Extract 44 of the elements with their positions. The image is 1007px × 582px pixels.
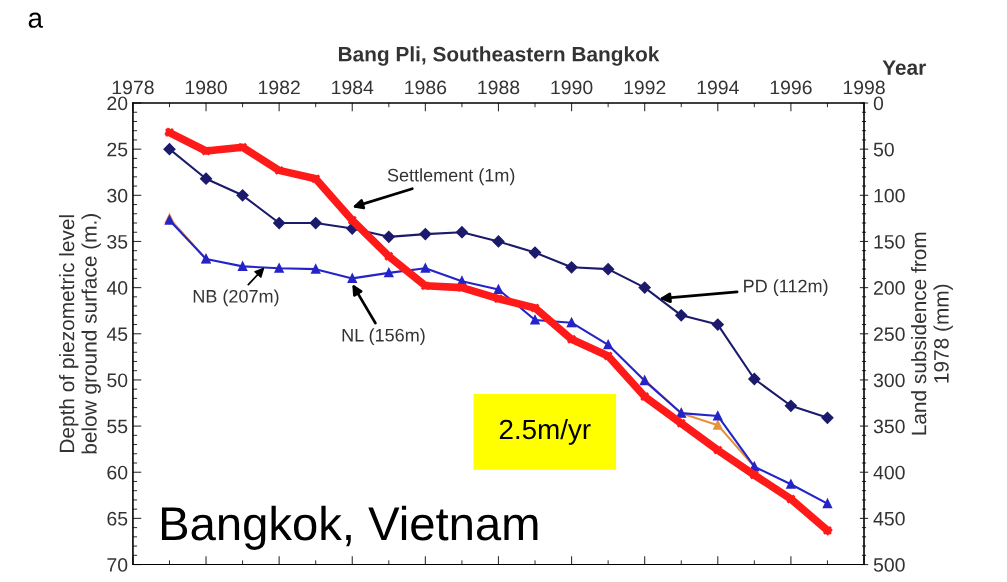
y2-tick-label: 200 (874, 281, 905, 295)
x-tick-label: 1992 (624, 80, 666, 95)
annotation: PD (112m) (744, 279, 828, 296)
y2-tick-label: 100 (874, 188, 905, 203)
y-tick-label: 25 (107, 142, 128, 157)
y2-tick-label: 350 (873, 419, 905, 434)
x-tick-label: 1994 (697, 80, 739, 95)
x-tick-label: 1998 (843, 80, 885, 95)
y-tick-label: 70 (107, 558, 128, 572)
chart-title: Bang Pli, Southeastern Bangkok (338, 46, 660, 66)
y2-tick-label: 400 (873, 465, 905, 480)
text: a (28, 12, 43, 28)
x-tick-label: 1988 (478, 80, 520, 95)
x-tick-label: 1980 (185, 80, 227, 95)
y2-tick-label: 250 (874, 327, 905, 342)
y-tick-label: 60 (107, 465, 128, 480)
x-tick-label: 1984 (332, 80, 374, 95)
y-tick-label: 35 (107, 234, 128, 249)
y2-tick-label: 150 (874, 234, 905, 249)
y2-tick-label: 50 (873, 142, 894, 157)
y2-tick-label: 450 (873, 511, 905, 526)
y-tick-label: 45 (106, 327, 128, 342)
annotation: Settlement (1m) (387, 168, 515, 186)
x-tick-label: 1982 (259, 80, 300, 95)
y-tick-label: 55 (107, 419, 128, 434)
y-tick-label: 20 (107, 96, 128, 111)
x-tick-label: 1996 (770, 80, 812, 95)
annotation: Bangkok, Vietnam (161, 505, 538, 550)
annotation: NL (156m) (342, 328, 425, 346)
y-tick-label: 65 (107, 511, 128, 526)
x-tick-label: 1990 (551, 80, 593, 95)
y-tick-label: 30 (107, 188, 128, 203)
x-tick-label: 1978 (112, 80, 154, 95)
x-axis-title: Year (882, 60, 926, 75)
y2-tick-label: 0 (873, 96, 884, 111)
y2-tick-label: 300 (873, 373, 905, 388)
y-tick-label: 50 (107, 373, 128, 388)
x-tick-label: 1986 (405, 80, 447, 95)
annotation: NB (207m) (193, 289, 279, 307)
y2-tick-label: 500 (873, 558, 905, 572)
y2-axis-title: Land subsidence from 1978 (mm) (911, 232, 953, 435)
y-axis-title: Depth of piezometric level below ground surface (m.) (59, 214, 101, 454)
annotation: 2.5m/yr (499, 418, 591, 445)
y-tick-label: 40 (106, 281, 128, 295)
